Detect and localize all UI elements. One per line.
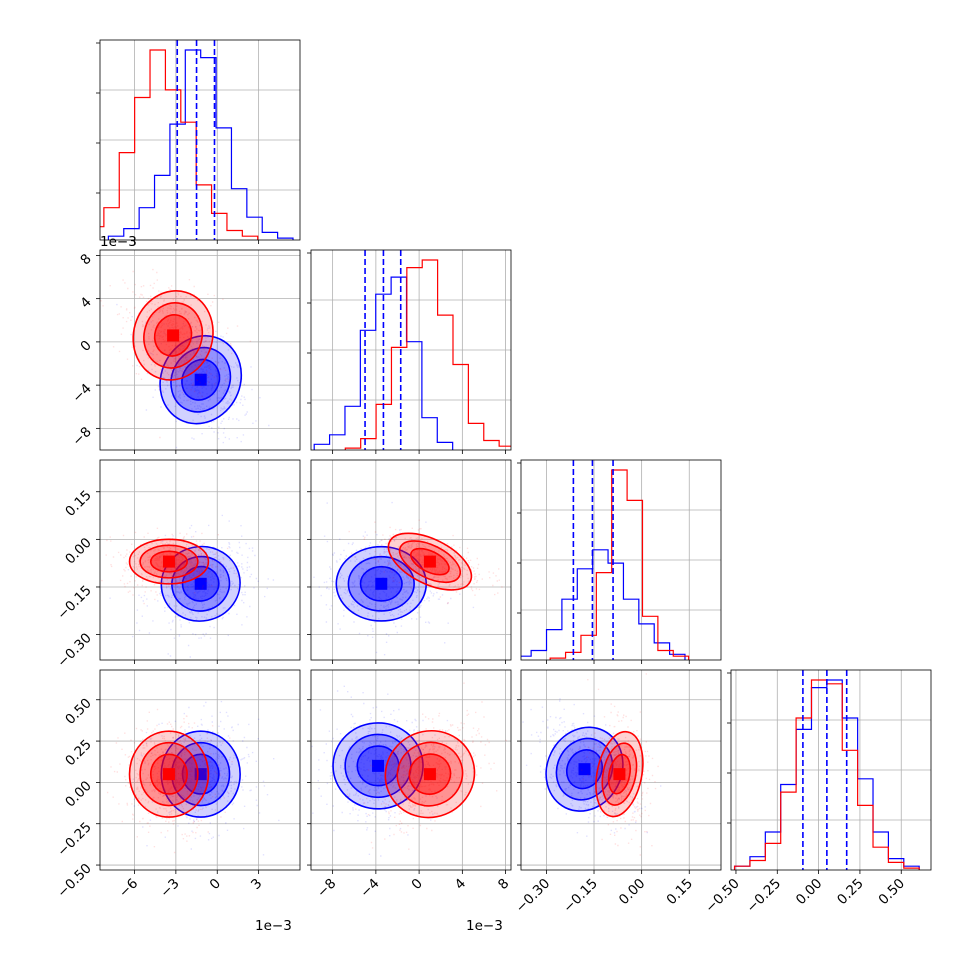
x-tick-label-0-0: −6	[116, 876, 141, 901]
x-tick-label-1-1: −4	[357, 876, 382, 901]
scatter-blue-3-2	[522, 698, 662, 837]
y-tick-label-1-0: −8	[69, 424, 94, 449]
panel-2-1-plot-area	[311, 460, 511, 660]
density-peak-red-3-1	[423, 768, 436, 781]
x-tick-label-3-1: −0.25	[744, 876, 785, 917]
panel-frame-1-0	[99, 249, 301, 451]
scatter-blue-3-1	[311, 685, 449, 857]
panel-2-2-plot-area	[521, 460, 721, 660]
x-tick-label-2-2: 0.00	[616, 876, 649, 909]
scatter-red-3-2	[578, 673, 659, 856]
y-tick-label-2-3: 0.15	[62, 487, 95, 520]
panel-1-0-plot-area	[100, 250, 300, 450]
panel-3-0-plot-area	[100, 670, 300, 870]
x-tick-label-3-0: −0.50	[702, 876, 743, 917]
scatter-red-3-0	[106, 708, 233, 854]
panel-frame-2-1	[310, 459, 512, 661]
y-tick-label-3-2: 0.00	[62, 778, 95, 811]
x-tick-label-0-1: −3	[157, 876, 182, 901]
x-tick-label-3-3: 0.25	[834, 876, 867, 909]
scatter-blue-2-0	[109, 514, 275, 658]
panel-frame-3-3	[730, 669, 932, 871]
offset-text-y-param-1: 1e−3	[100, 234, 137, 250]
histogram-blue-param-1	[313, 276, 454, 450]
y-tick-label-3-0: −0.50	[54, 861, 95, 902]
density-peak-blue-1-0	[194, 373, 207, 386]
panel-3-2-plot-area	[521, 670, 721, 870]
y-tick-label-1-2: 0	[77, 337, 94, 354]
panel-1-1-plot-area	[311, 250, 511, 450]
panel-3-1-plot-area	[311, 670, 511, 870]
y-tick-label-1-3: 4	[77, 294, 94, 311]
density-peak-blue-2-1	[375, 577, 388, 590]
histogram-red-param-0	[100, 49, 259, 240]
x-tick-label-2-3: 0.15	[664, 876, 697, 909]
density-peak-red-3-0	[162, 768, 175, 781]
y-tick-label-2-0: −0.30	[54, 630, 95, 671]
offset-text-x-param-0: 1e−3	[255, 918, 292, 934]
scatter-red-2-0	[101, 527, 240, 605]
y-tick-label-2-2: 0.00	[62, 535, 95, 568]
density-peak-red-2-0	[162, 555, 175, 568]
panel-frame-3-2	[520, 669, 722, 871]
x-tick-label-0-3: 3	[248, 876, 265, 893]
offset-text-x-param-1: 1e−3	[466, 918, 503, 934]
x-tick-label-0-2: 0	[207, 876, 224, 893]
x-tick-label-1-2: 0	[409, 876, 426, 893]
y-tick-label-3-3: 0.25	[62, 737, 95, 770]
panel-frame-2-0	[99, 459, 301, 661]
y-tick-label-2-1: −0.15	[54, 582, 95, 623]
density-peak-red-3-2	[613, 768, 626, 781]
density-peak-red-2-1	[423, 555, 436, 568]
panel-frame-3-1	[310, 669, 512, 871]
x-tick-label-1-3: 4	[452, 876, 469, 893]
histogram-blue-param-2	[521, 549, 686, 660]
x-tick-label-1-0: −8	[314, 876, 339, 901]
density-peak-red-1-0	[167, 329, 180, 342]
panel-0-0-plot-area	[100, 40, 300, 240]
density-peak-blue-2-0	[194, 577, 207, 590]
y-tick-label-3-1: −0.25	[54, 819, 95, 860]
x-tick-label-1-4: 8	[495, 876, 512, 893]
histogram-red-param-2	[549, 469, 690, 660]
x-tick-label-3-2: 0.00	[793, 876, 826, 909]
panel-3-3-plot-area	[731, 670, 931, 870]
y-tick-label-1-4: 8	[77, 251, 94, 268]
density-peak-blue-3-1	[372, 759, 385, 772]
panel-frame-2-2	[520, 459, 722, 661]
panel-frame-0-0	[99, 39, 301, 241]
panel-frame-1-1	[310, 249, 512, 451]
y-tick-label-3-4: 0.50	[62, 695, 95, 728]
histogram-blue-param-0	[107, 49, 294, 240]
x-tick-label-2-1: −0.15	[560, 876, 601, 917]
x-tick-label-3-4: 0.50	[876, 876, 909, 909]
panel-frame-3-0	[99, 669, 301, 871]
y-tick-label-1-1: −4	[69, 381, 94, 406]
histogram-red-param-1	[344, 259, 511, 450]
density-peak-blue-3-2	[578, 763, 591, 776]
x-tick-label-2-0: −0.30	[513, 876, 554, 917]
panel-2-0-plot-area	[100, 460, 300, 660]
